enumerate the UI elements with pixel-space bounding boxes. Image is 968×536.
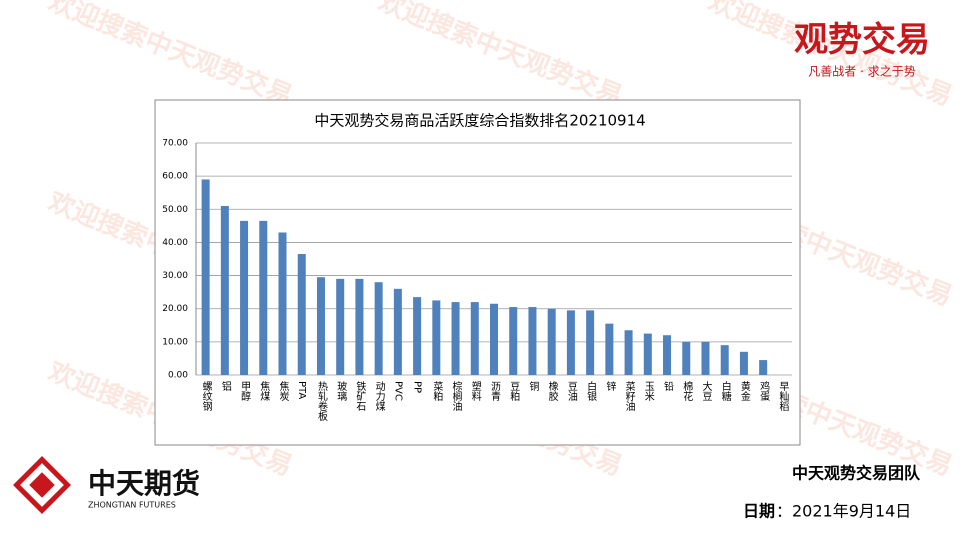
bar [586, 310, 595, 375]
bar [259, 220, 268, 375]
x-tick-label: 豆油 [565, 381, 577, 401]
x-tick-label: 鸡蛋 [758, 380, 770, 402]
x-tick-label: 棉花 [681, 380, 693, 401]
bar [509, 307, 518, 375]
x-tick-label: 棕榈油 [450, 380, 462, 411]
date-label: 日期 [743, 502, 775, 521]
x-tick-label: PTA [296, 381, 307, 399]
slogan: 凡善战者 · 求之于势 [808, 64, 915, 79]
bar [566, 310, 575, 375]
x-tick-label: 甲醇 [239, 381, 251, 402]
x-tick-label: 铅 [662, 380, 674, 392]
bar [624, 330, 633, 375]
bar [605, 323, 614, 375]
x-tick-label: 螺纹钢 [200, 381, 212, 412]
x-tick-label: 玻璃 [335, 380, 347, 402]
x-tick-label: 焦煤 [258, 380, 270, 402]
bar [220, 205, 229, 375]
bar [278, 232, 287, 375]
y-tick-label: 20.00 [162, 304, 188, 314]
bar [432, 300, 441, 375]
bar [470, 302, 479, 375]
x-tick-label: 铁矿石 [354, 380, 366, 411]
x-tick-label: 焦炭 [277, 380, 289, 402]
plot: 0.00 10.00 20.00 30.00 40.00 50.00 60.00 70.00 螺… [162, 139, 792, 422]
y-tick-label: 30.00 [162, 271, 188, 281]
y-tick-label: 0.00 [168, 371, 188, 381]
y-tick-label: 60.00 [162, 172, 188, 182]
x-tick-label: 白糖 [719, 380, 731, 402]
x-tick-label: 早籼稻 [777, 381, 789, 412]
x-tick-label: 热轧卷板 [315, 380, 327, 422]
bar [316, 277, 325, 375]
bar [490, 303, 498, 375]
bar [336, 278, 345, 375]
x-tick-label: 铜 [527, 381, 539, 392]
x-tick-label: 豆粕 [508, 381, 520, 402]
y-tick-label: 70.00 [162, 139, 188, 149]
x-tick-label: 大豆 [700, 380, 712, 401]
watermark: 欢迎搜索中天观势交易 [43, 0, 297, 112]
bar [739, 351, 748, 375]
bar [682, 341, 691, 375]
bar [393, 288, 402, 375]
x-tick-label: PP [412, 381, 423, 393]
y-tick-label: 40.00 [162, 238, 188, 248]
bar [720, 345, 729, 375]
x-tick-label: PVC [392, 381, 403, 401]
bar [451, 302, 460, 375]
bar [547, 308, 556, 375]
x-tick-label: 玉米 [642, 381, 654, 402]
x-tick-label: 白银 [585, 380, 597, 402]
chart-title: 中天观势交易商品活跃度综合指数排名20210914 [314, 112, 645, 130]
team-name: 中天观势交易团队 [792, 464, 921, 483]
bar [759, 360, 768, 375]
x-tick-label: 塑料 [469, 381, 481, 402]
x-tick-label: 沥青 [489, 381, 501, 402]
brand-logo: 观势交易 [794, 20, 930, 60]
date-value: ：2021年9月14日 [776, 502, 911, 521]
y-tick-label: 50.00 [162, 205, 188, 215]
x-tick-label: 锌 [604, 380, 616, 392]
x-tick-label: 黄金 [738, 380, 750, 401]
bar [240, 220, 249, 375]
bar [297, 254, 306, 375]
x-tick-label: 菜籽油 [623, 381, 635, 411]
y-tick-label: 10.00 [162, 337, 188, 347]
bar [701, 341, 710, 375]
watermark: 欢迎搜索中天观势交易 [373, 0, 627, 112]
x-tick-label: 铝 [219, 381, 231, 392]
company-logo-icon [13, 456, 71, 514]
bar [374, 282, 383, 375]
company-name: 中天期货 [88, 467, 200, 500]
bar [355, 278, 364, 375]
x-tick-label: 橡胶 [546, 380, 558, 402]
x-tick-label: 动力煤 [373, 381, 385, 412]
bar [663, 335, 672, 375]
x-tick-label: 菜粕 [431, 381, 443, 402]
bar [643, 333, 652, 375]
bar [413, 297, 422, 375]
company-name-en: ZHONGTIAN FUTURES [88, 501, 176, 510]
bar [528, 307, 537, 375]
bar [201, 179, 210, 375]
